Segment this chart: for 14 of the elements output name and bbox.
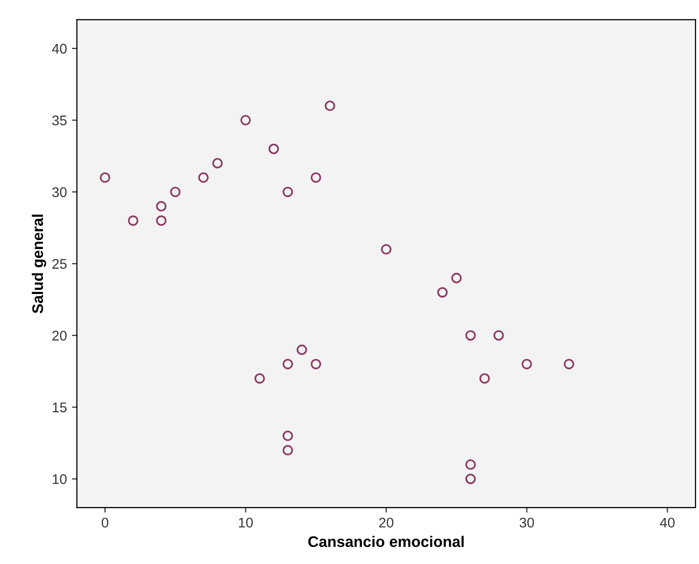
y-tick-label: 15: [52, 402, 67, 412]
y-tick-label: 10: [52, 474, 67, 484]
x-tick-label: 10: [238, 518, 253, 528]
y-tick-label: 20: [52, 330, 67, 341]
x-tick-label: 20: [379, 518, 394, 528]
x-tick-label: 40: [660, 518, 675, 528]
x-tick-label: 0: [102, 518, 108, 528]
y-tick-label: 30: [52, 187, 67, 198]
y-tick-label: 25: [52, 259, 67, 269]
y-tick-label: 40: [52, 44, 67, 54]
x-axis-title: Cansancio emocional: [308, 536, 464, 548]
x-tick-label: 30: [520, 518, 534, 528]
y-tick-label: 35: [52, 116, 67, 126]
y-axis-title: Salud general: [32, 214, 46, 314]
